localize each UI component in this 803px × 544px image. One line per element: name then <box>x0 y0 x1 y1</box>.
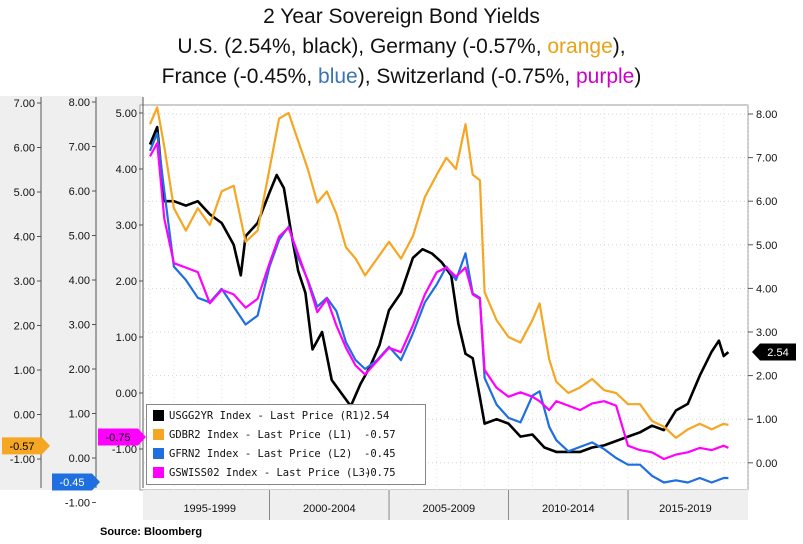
title-line3-blue: blue <box>318 65 358 88</box>
series-line-us <box>148 125 730 454</box>
series-line-france <box>148 132 729 484</box>
axis-l1-tick-label: 3.00 <box>116 220 137 232</box>
x-category-label: 2010-2014 <box>542 503 595 515</box>
axis-r1-tick-label: 4.00 <box>756 283 777 295</box>
marker-l3-shape <box>2 437 50 455</box>
title-line2-post: ), <box>612 35 626 58</box>
axis-l1-tick-label: 4.00 <box>116 164 137 176</box>
axis-l2-tick-label: 7.00 <box>69 142 90 154</box>
axis-r1-tick-label: 6.00 <box>756 196 777 208</box>
axis-r1-tick-label: 3.00 <box>756 327 777 339</box>
title-line2-pre: U.S. (2.54%, black), Germany (-0.57%, <box>177 35 548 58</box>
legend-value-us: 2.54 <box>364 409 390 422</box>
title-line3-post: ) <box>634 65 642 88</box>
marker-l2-shape <box>52 473 100 491</box>
x-category-label: 1995-1999 <box>183 503 236 515</box>
legend-swatch-germany <box>153 429 164 440</box>
axis-l3-tick-label: 3.00 <box>14 276 35 288</box>
axis-l1-tick-label: 1.00 <box>116 332 137 344</box>
chart-title-line2: U.S. (2.54%, black), Germany (-0.57%, or… <box>0 32 803 62</box>
legend-item-germany: GDBR2 Index - Last Price (L1) -0.57 <box>147 426 425 443</box>
axis-l2-tick-label: 0.00 <box>69 453 90 465</box>
axis-l3-tick-label: 5.00 <box>14 187 35 199</box>
axis-l1-tick-label: 0.00 <box>116 388 137 400</box>
axis-r1-tick-label: 1.00 <box>756 414 777 426</box>
axis-l2-tick-label: 2.00 <box>69 364 90 376</box>
axis-l2-tick-label: 5.00 <box>69 231 90 243</box>
axis-l2-tick-label: 8.00 <box>69 97 90 109</box>
x-category-label: 2015-2019 <box>659 503 712 515</box>
axis-l3-tick-label: 1.00 <box>14 365 35 377</box>
legend-item-switzerland: GSWISS02 Index - Last Price (L3) -0.75 <box>147 464 425 481</box>
axis-l1-tick-label: 5.00 <box>116 108 137 120</box>
legend-swatch-us <box>153 410 164 421</box>
axis-l1-tick-label: -1.00 <box>112 444 137 456</box>
axis-r1-tick-label: 2.00 <box>756 371 777 383</box>
marker-r1-shape <box>752 343 796 361</box>
axis-l2-tick-label: 6.00 <box>69 186 90 198</box>
legend-label-us: USGG2YR Index - Last Price (R1) <box>169 409 365 422</box>
axis-l2-tick-label: 1.00 <box>69 409 90 421</box>
axis-l2-tick-label: -1.00 <box>65 498 90 510</box>
series-line-germany <box>148 106 729 439</box>
marker-l1-shape <box>98 428 146 446</box>
legend-value-germany: -0.57 <box>364 428 396 441</box>
legend-label-switzerland: GSWISS02 Index - Last Price (L3) <box>169 466 372 479</box>
title-line3-purple: purple <box>575 65 635 88</box>
marker-l1-label: -0.75 <box>105 432 130 444</box>
axis-l3-tick-label: 7.00 <box>14 98 35 110</box>
title-line3-mid: ), Switzerland (-0.75%, <box>357 65 576 88</box>
source-note: Source: Bloomberg <box>100 526 203 538</box>
axis-l3-tick-label: 6.00 <box>14 143 35 155</box>
legend-item-france: GFRN2 Index - Last Price (L2) -0.45 <box>147 445 425 462</box>
legend-swatch-france <box>153 448 164 459</box>
axis-l3-tick-label: 4.00 <box>14 232 35 244</box>
chart-title-line1: 2 Year Sovereign Bond Yields <box>263 5 540 28</box>
axis-r1-tick-label: 7.00 <box>756 153 777 165</box>
axis-l3-tick-label: 2.00 <box>14 321 35 333</box>
legend-swatch-switzerland <box>153 467 164 478</box>
chart-title-line3: France (-0.45%, blue), Switzerland (-0.7… <box>0 62 803 92</box>
left-axis-panel <box>0 96 143 490</box>
legend-value-switzerland: -0.75 <box>364 466 396 479</box>
x-category-label: 2000-2004 <box>303 503 356 515</box>
axis-l3-tick-label: -1.00 <box>10 454 35 466</box>
legend-value-france: -0.45 <box>364 447 396 460</box>
marker-l2-label: -0.45 <box>59 477 84 489</box>
title-line2-orange: orange <box>547 35 613 58</box>
axis-l1-tick-label: 2.00 <box>116 276 137 288</box>
axis-l2-tick-label: 3.00 <box>69 320 90 332</box>
axis-r1-tick-label: 5.00 <box>756 240 777 252</box>
legend-label-france: GFRN2 Index - Last Price (L2) <box>169 447 353 460</box>
chart-legend: USGG2YR Index - Last Price (R1) 2.54 GDBR… <box>146 404 426 485</box>
marker-l3-label: -0.57 <box>9 441 34 453</box>
axis-r1-tick-label: 8.00 <box>756 109 777 121</box>
marker-r1-label: 2.54 <box>767 347 788 359</box>
x-category-label: 2005-2009 <box>422 503 475 515</box>
legend-label-germany: GDBR2 Index - Last Price (L1) <box>169 428 353 441</box>
axis-l2-tick-label: 4.00 <box>69 275 90 287</box>
series-line-switzerland <box>149 142 729 461</box>
axis-r1-tick-label: 0.00 <box>756 458 777 470</box>
x-axis-panel <box>143 490 748 520</box>
axis-l3-tick-label: 0.00 <box>14 410 35 422</box>
legend-item-us: USGG2YR Index - Last Price (R1) 2.54 <box>147 407 425 424</box>
title-line3-pre: France (-0.45%, <box>161 65 319 88</box>
